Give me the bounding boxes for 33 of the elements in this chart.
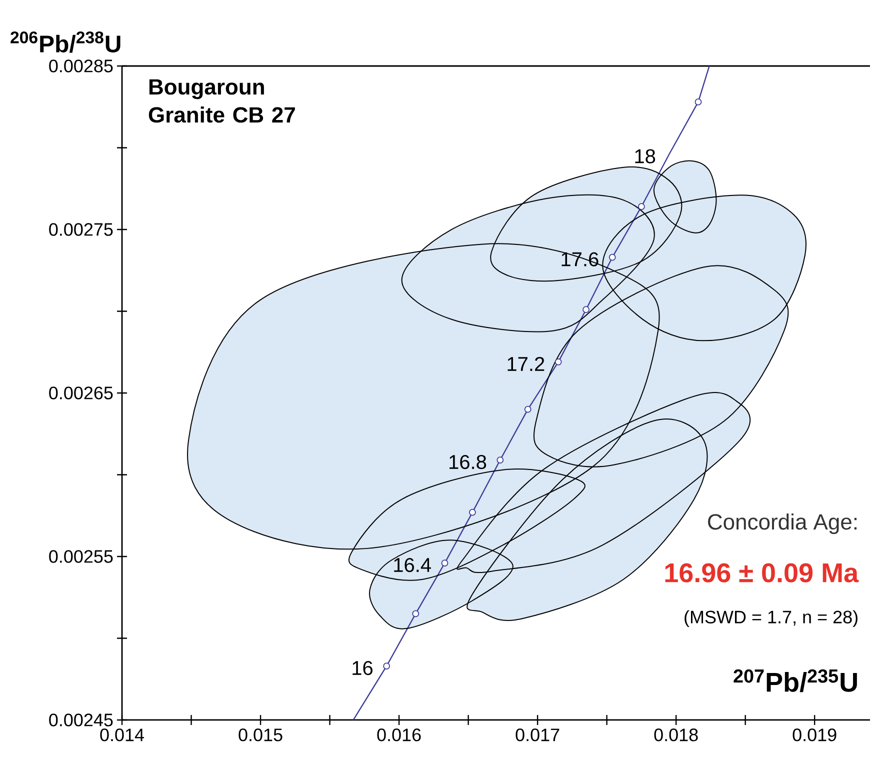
y-tick-label: 0.00275	[49, 223, 113, 236]
y-tick-label: 0.00265	[49, 386, 113, 400]
annotation: (MSWD = 1.7, n = 28)	[684, 610, 858, 628]
annotation: 17.2	[508, 356, 544, 371]
x-tick-label: 0.015	[238, 728, 282, 742]
point	[582, 306, 590, 314]
annotation: 16	[352, 660, 372, 676]
point	[554, 358, 562, 366]
point	[608, 254, 616, 261]
point	[441, 560, 448, 566]
y-tick-label: 0.00245	[49, 714, 113, 726]
point	[524, 406, 532, 413]
annotation: 16.8	[450, 454, 486, 470]
annotation: 16.4	[394, 558, 431, 572]
y-axis-title: $^{206}$Pb/$^{238}$U	[10, 31, 120, 53]
point	[694, 98, 702, 106]
y-tick-label: 0.00255	[49, 550, 113, 563]
x-tick-label: 0.018	[654, 728, 698, 742]
point	[638, 203, 645, 210]
annotation: 16.96 ± 0.09 Ma	[665, 563, 859, 582]
text: Bougaroun Granite CB 27	[148, 79, 295, 123]
point	[383, 662, 390, 670]
x-tick-label: 0.016	[377, 728, 421, 742]
annotation: 18	[635, 149, 656, 164]
point	[496, 456, 504, 464]
x-axis-title: $^{207}$Pb/$^{235}$U	[734, 669, 857, 692]
annotation: Concordia Age:	[708, 514, 857, 534]
x-tick-label: 0.017	[516, 728, 560, 742]
x-tick-label: 0.019	[792, 728, 836, 742]
y-tick-label: 0.00285	[49, 60, 113, 72]
x-tick-label: 0.014	[100, 728, 144, 742]
point	[469, 508, 476, 516]
point	[412, 610, 420, 618]
